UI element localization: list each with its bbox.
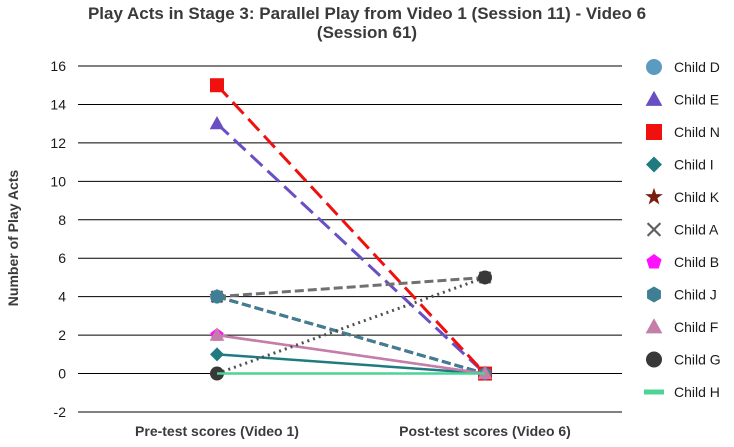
y-tick-label: 10 (50, 173, 66, 189)
legend-label: Child G (674, 352, 721, 368)
series-child-k (209, 288, 493, 381)
legend-label: Child H (674, 384, 720, 400)
legend-item-child-n: Child N (646, 124, 720, 140)
legend-marker (646, 156, 662, 173)
legend-item-child-f: Child F (645, 318, 718, 335)
legend-marker (645, 187, 663, 205)
y-tick-label: 16 (50, 58, 66, 74)
x-category-label: Post-test scores (Video 6) (399, 423, 571, 439)
legend-marker (646, 254, 662, 269)
legend-label: Child E (674, 92, 719, 108)
legend-label: Child N (674, 124, 720, 140)
series-line-child-i (216, 353, 486, 375)
legend-item-child-a: Child A (646, 222, 719, 238)
legend-swatch (644, 389, 664, 395)
y-tick-label: 6 (58, 250, 66, 266)
y-tick-label: 12 (50, 135, 66, 151)
legend-marker (646, 222, 662, 237)
legend-item-child-b: Child B (646, 254, 719, 270)
legend-label: Child F (674, 319, 718, 335)
y-tick-label: 4 (58, 289, 66, 305)
legend-marker (645, 90, 663, 106)
y-axis-label: Number of Play Acts (5, 170, 21, 307)
legend-item-child-d: Child D (646, 59, 720, 75)
legend-label: Child B (674, 254, 719, 270)
legend-label: Child K (674, 189, 720, 205)
x-marker-stroke (646, 222, 662, 237)
y-tick-label: 14 (50, 96, 66, 112)
legend-item-child-h: Child H (644, 384, 720, 400)
series-line-child-j (216, 295, 486, 375)
data-point-child-f (209, 327, 225, 341)
series-layer (209, 78, 493, 381)
series-line-child-a (216, 275, 486, 299)
legend-marker (646, 59, 662, 75)
y-tick-label: 8 (58, 212, 66, 228)
data-point-child-i (210, 347, 224, 362)
data-point-child-j (210, 289, 224, 304)
legend-item-child-k: Child K (645, 187, 720, 205)
legend-marker (647, 286, 661, 303)
legend-item-child-g: Child G (646, 351, 721, 368)
legend-marker (645, 318, 663, 334)
data-point-child-e (209, 115, 225, 130)
series-child-a (210, 271, 492, 304)
series-line-child-n (215, 84, 487, 375)
legend-item-child-e: Child E (645, 90, 719, 108)
series-line-child-e (215, 122, 487, 375)
legend-marker (646, 124, 662, 140)
legend-label: Child J (674, 287, 717, 303)
y-tick-layer: -2 0 2 4 6 8 10 12 14 16 (50, 58, 66, 420)
chart-title-line-1: Play Acts in Stage 3: Parallel Play from… (88, 4, 646, 23)
legend-label: Child D (674, 59, 720, 75)
legend-marker (646, 351, 662, 368)
chart-title-line-2: (Session 61) (317, 23, 417, 42)
data-point-child-g (478, 270, 492, 285)
grid-layer (78, 65, 622, 413)
y-tick-label: 2 (58, 327, 66, 343)
series-line-child-f (216, 333, 486, 375)
x-category-layer: Pre-test scores (Video 1) Post-test score… (135, 423, 571, 439)
y-tick-label: 0 (58, 366, 66, 382)
legend-label: Child I (674, 157, 714, 173)
legend-label: Child A (674, 222, 719, 238)
legend-item-child-j: Child J (647, 286, 717, 303)
legend: Child D Child E Child N Child I Child K Child… (644, 59, 721, 400)
series-line-child-g (216, 276, 486, 375)
y-tick-label: -2 (54, 404, 67, 420)
data-point-child-n (210, 78, 224, 93)
legend-item-child-i: Child I (646, 156, 714, 173)
x-category-label: Pre-test scores (Video 1) (135, 423, 299, 439)
